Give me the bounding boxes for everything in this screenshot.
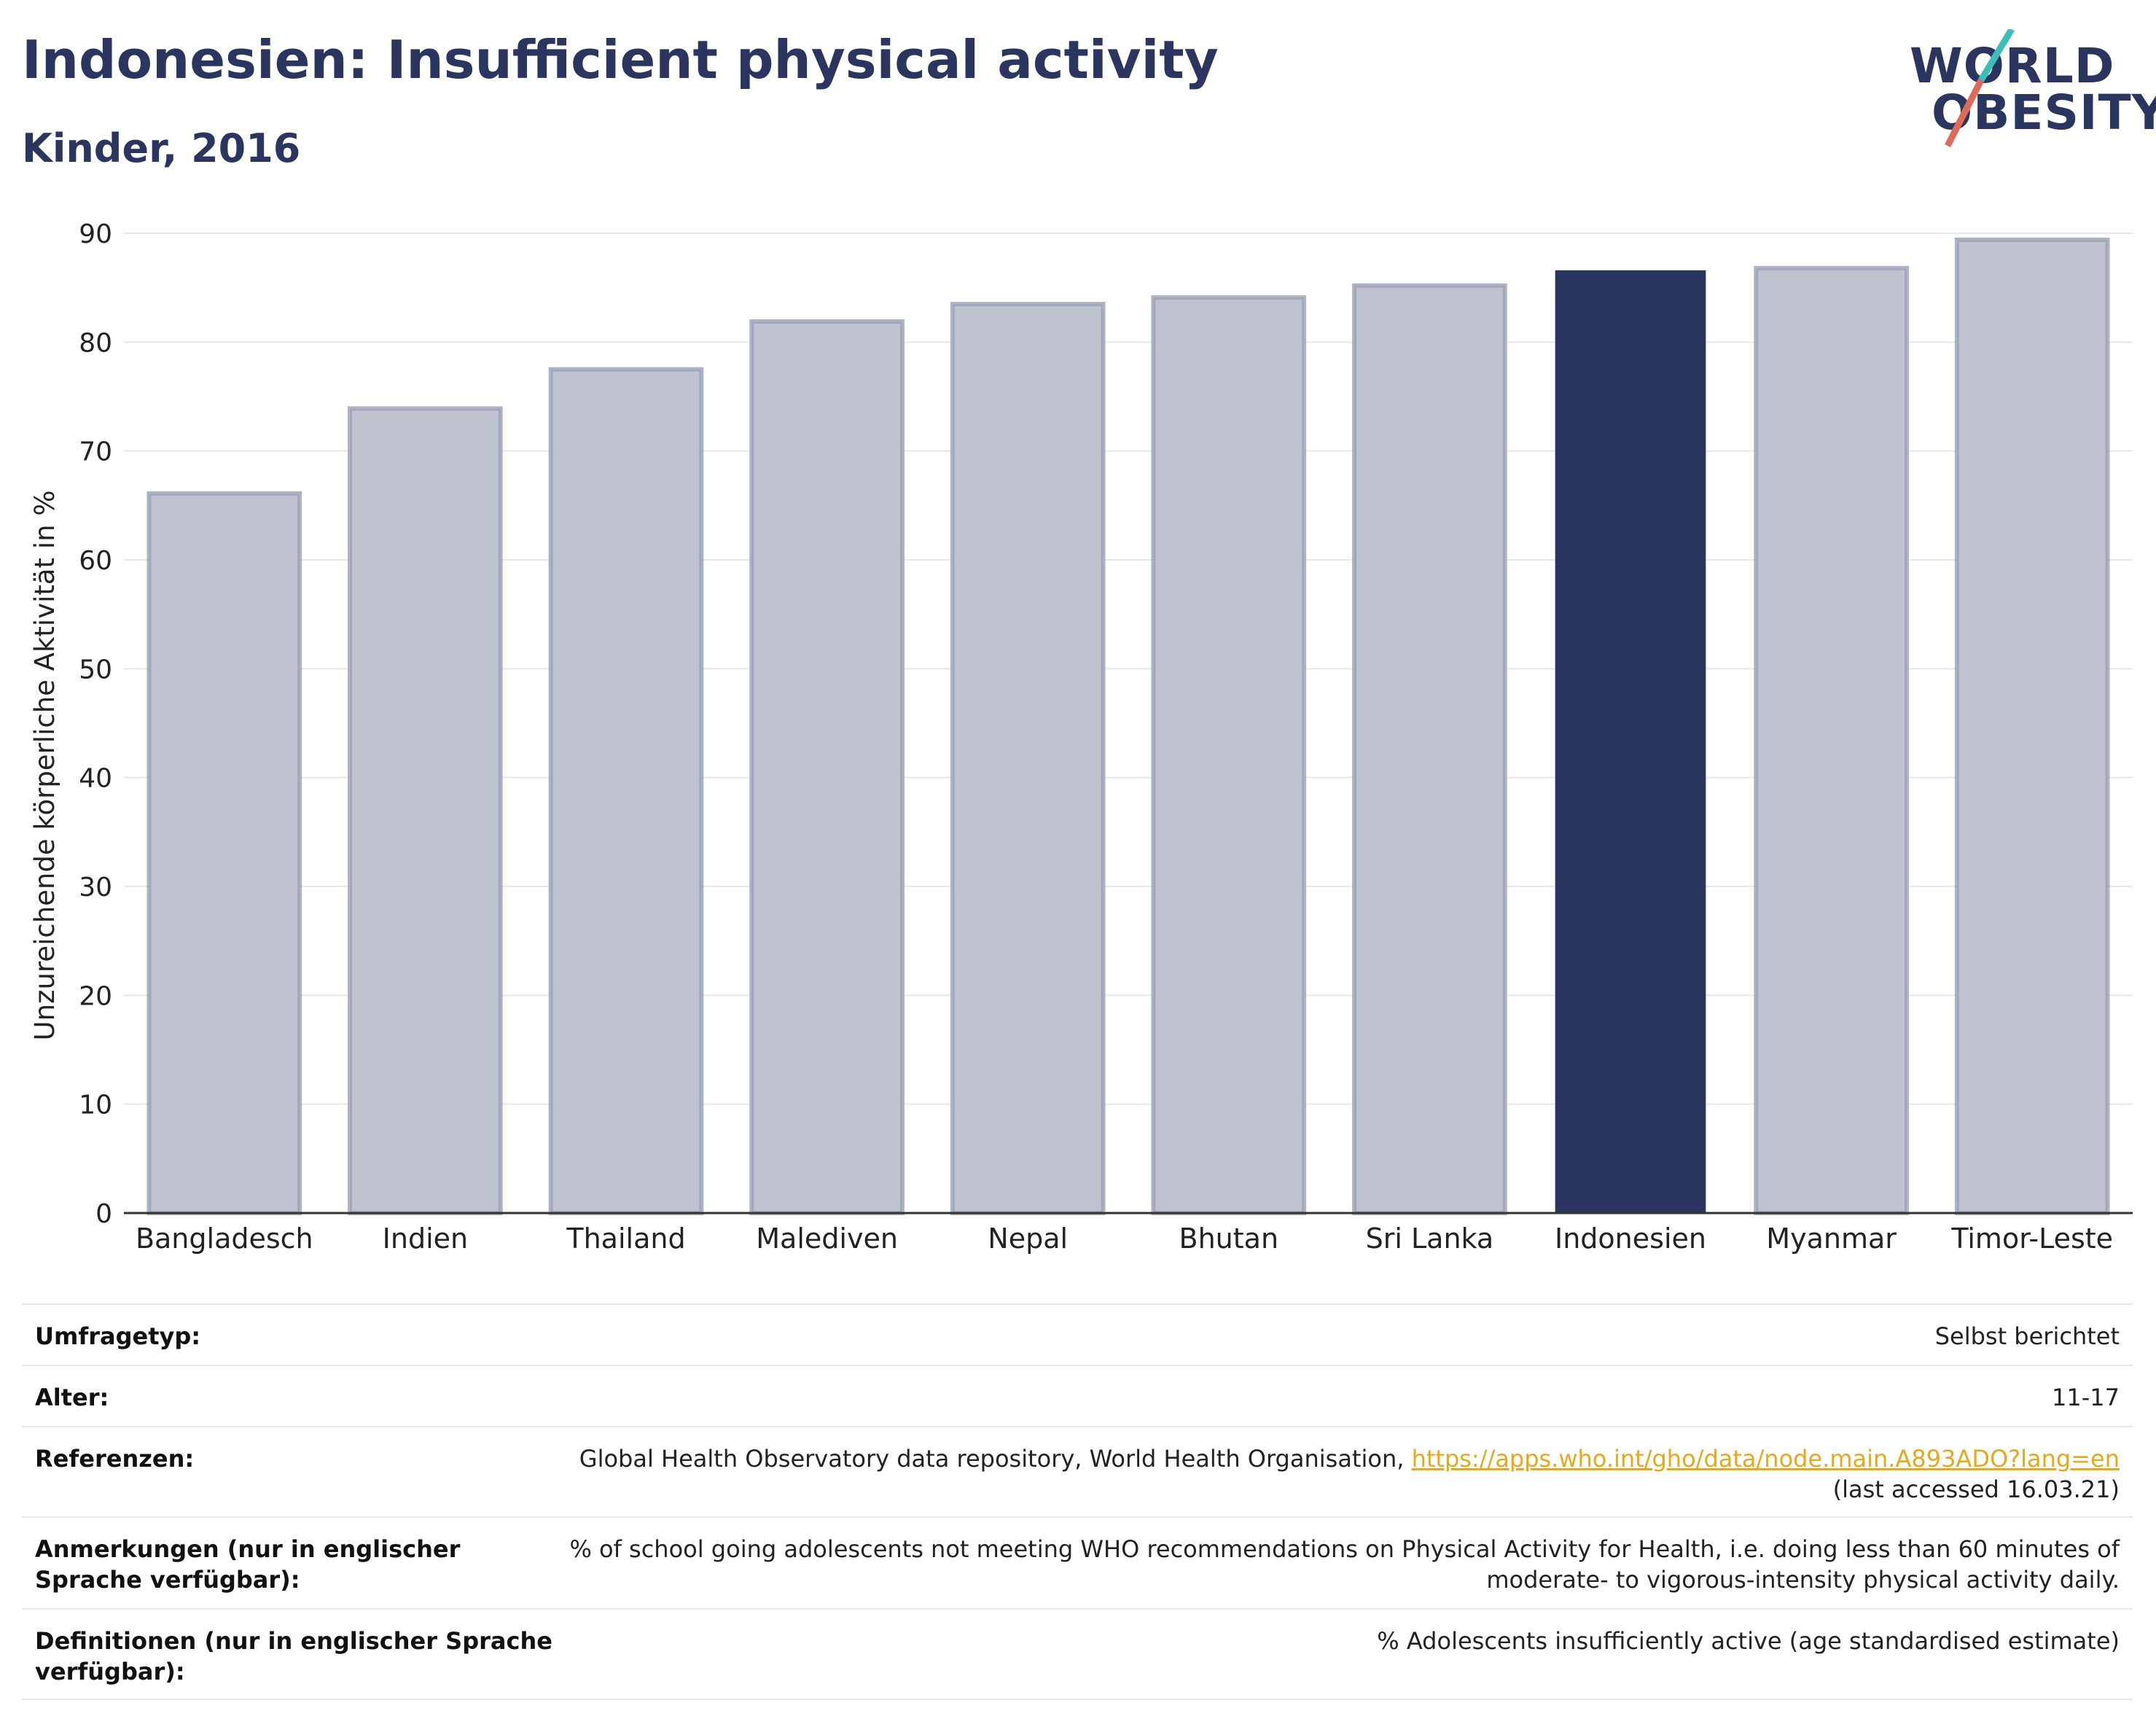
bars: [147, 237, 2110, 1216]
info-row-survey-type: Umfragetyp: Selbst berichtet: [22, 1303, 2133, 1365]
info-row-definitions: Definitionen (nur in englischer Sprache …: [22, 1608, 2133, 1700]
bar-timor-leste: [1954, 237, 2110, 1216]
bar-bhutan: [1151, 295, 1307, 1215]
x-tick-label: Indien: [383, 1223, 468, 1255]
info-row-age: Alter: 11-17: [22, 1365, 2133, 1426]
info-value: Global Health Observatory data repositor…: [579, 1443, 2120, 1503]
info-value: % Adolescents insufficiently active (age…: [1377, 1627, 2120, 1655]
y-tick-label: 70: [79, 437, 112, 467]
info-label: Referenzen:: [35, 1445, 195, 1473]
info-row-references: Referenzen: Global Health Observatory da…: [22, 1426, 2133, 1516]
y-tick-label: 50: [79, 655, 112, 685]
x-tick-label: Sri Lanka: [1366, 1223, 1494, 1255]
x-tick-label: Timor-Leste: [1950, 1223, 2113, 1255]
bar-malediven: [749, 319, 905, 1216]
logo-word-obesity: OBESITY: [1932, 85, 2156, 141]
info-value: 11-17: [2052, 1384, 2120, 1411]
bar-chart: 0 10 20 30 40 50 60 70 80 90 Bangladesch Indien Thai…: [29, 219, 2133, 1255]
info-value: % of school going adolescents not meetin…: [569, 1535, 2120, 1594]
logo-word-world: WORLD: [1910, 38, 2115, 94]
bar-nepal: [950, 302, 1106, 1216]
reference-accessed: (last accessed 16.03.21): [1832, 1475, 2120, 1503]
world-obesity-logo: WORLD OBESITY: [1902, 29, 2156, 160]
info-label: Anmerkungen (nur in englischer Sprache v…: [35, 1535, 461, 1594]
y-tick-label: 60: [79, 546, 112, 576]
y-tick-label: 20: [79, 981, 112, 1011]
info-label: Alter:: [35, 1384, 109, 1411]
axes: 0 10 20 30 40 50 60 70 80 90 Bangladesch Indien Thai…: [79, 219, 2133, 1255]
y-axis-label: Unzureichende körperliche Aktivität in %: [29, 491, 60, 1041]
bar-indonesien: [1555, 270, 1706, 1213]
y-tick-label: 40: [79, 764, 112, 794]
x-tick-label: Nepal: [988, 1223, 1068, 1255]
bar-myanmar: [1754, 265, 1909, 1216]
y-tick-label: 90: [79, 219, 112, 249]
y-tick-label: 0: [95, 1199, 112, 1229]
info-row-notes: Anmerkungen (nur in englischer Sprache v…: [22, 1516, 2133, 1608]
chart-title: Indonesien: Insufficient physical activi…: [22, 29, 1219, 90]
chart-subtitle: Kinder, 2016: [22, 125, 301, 171]
y-tick-label: 80: [79, 328, 112, 358]
reference-text: Global Health Observatory data repositor…: [579, 1445, 1412, 1473]
bar-thailand: [548, 367, 704, 1216]
logo-slash-icon: [1944, 29, 2015, 148]
x-tick-label: Indonesien: [1555, 1223, 1706, 1255]
info-label: Umfragetyp:: [35, 1322, 201, 1350]
x-tick-label: Malediven: [756, 1223, 898, 1255]
info-table: Umfragetyp: Selbst berichtet Alter: 11-1…: [22, 1303, 2133, 1700]
x-tick-label: Bangladesch: [136, 1223, 313, 1255]
x-tick-label: Bhutan: [1179, 1223, 1279, 1255]
y-tick-label: 30: [79, 873, 112, 902]
info-label: Definitionen (nur in englischer Sprache …: [35, 1627, 552, 1685]
x-tick-label: Thailand: [566, 1223, 685, 1255]
y-tick-label: 10: [79, 1091, 112, 1120]
info-value: Selbst berichtet: [1934, 1322, 2120, 1350]
bar-indien: [348, 406, 503, 1216]
bar-bangladesch: [147, 491, 302, 1215]
x-tick-label: Myanmar: [1766, 1223, 1897, 1255]
bar-sri-lanka: [1352, 283, 1507, 1215]
reference-link[interactable]: https://apps.who.int/gho/data/node.main.…: [1411, 1445, 2120, 1473]
